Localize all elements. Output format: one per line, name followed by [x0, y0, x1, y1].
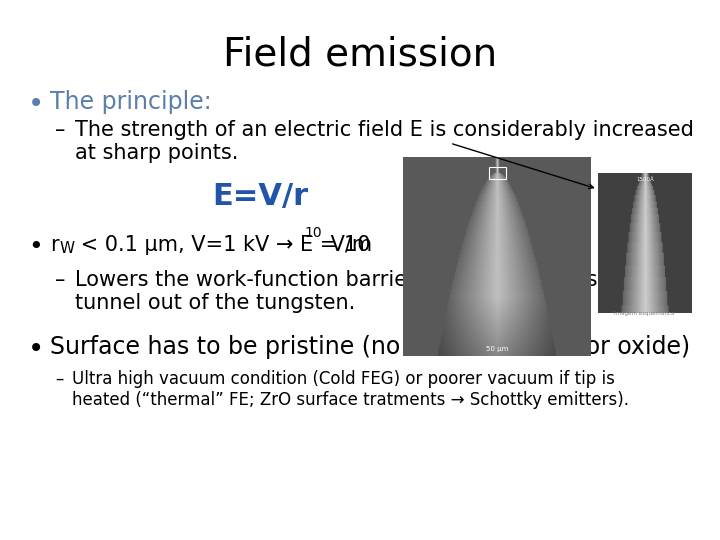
Bar [489, 166, 506, 179]
Text: 10: 10 [304, 226, 322, 240]
Text: r: r [50, 235, 58, 255]
Text: Surface has to be pristine (no contamination or oxide): Surface has to be pristine (no contamina… [50, 335, 690, 359]
Text: 1500Å: 1500Å [636, 177, 654, 183]
Text: The principle:: The principle: [50, 90, 212, 114]
Text: –: – [55, 270, 66, 290]
Text: Imagem esquemática: Imagem esquemática [614, 310, 675, 316]
Text: •: • [28, 335, 44, 363]
Text: E=V/r: E=V/r [212, 182, 308, 211]
Text: V/m: V/m [324, 235, 372, 255]
Text: •: • [28, 90, 44, 118]
Text: Field emission: Field emission [223, 35, 497, 73]
Text: < 0.1 μm, V=1 kV → E = 10: < 0.1 μm, V=1 kV → E = 10 [74, 235, 371, 255]
Text: •: • [28, 235, 42, 259]
Text: The strength of an electric field E is considerably increased
at sharp points.: The strength of an electric field E is c… [75, 120, 694, 163]
Text: 50 μm: 50 μm [486, 346, 508, 352]
Text: Lowers the work-function barrier so that electrons can
tunnel out of the tungste: Lowers the work-function barrier so that… [75, 270, 642, 313]
Text: W: W [60, 241, 75, 256]
Text: Ultra high vacuum condition (Cold FEG) or poorer vacuum if tip is
heated (“therm: Ultra high vacuum condition (Cold FEG) o… [72, 370, 629, 409]
Text: –: – [55, 120, 66, 140]
Text: –: – [55, 370, 63, 388]
